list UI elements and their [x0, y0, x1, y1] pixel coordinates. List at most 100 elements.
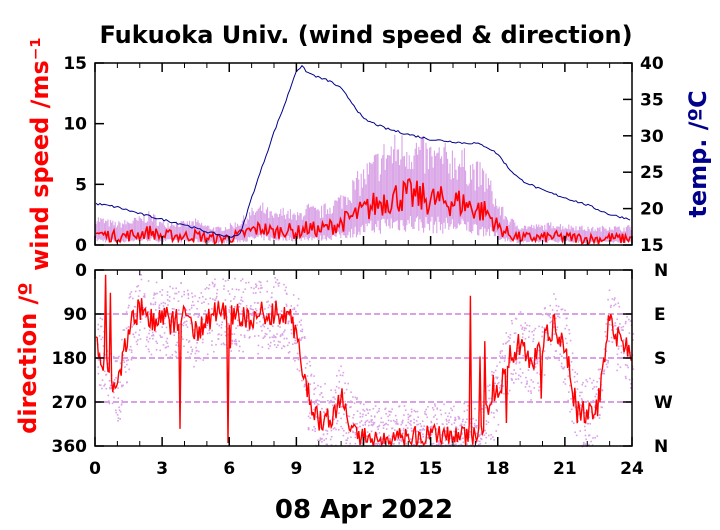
direction-dot — [183, 293, 185, 296]
direction-dot — [273, 340, 275, 342]
direction-dot — [292, 358, 295, 360]
direction-dot — [530, 390, 532, 392]
direction-dot — [148, 350, 150, 353]
direction-dot — [252, 292, 255, 294]
direction-dot — [472, 444, 474, 446]
direction-dot — [241, 300, 244, 303]
direction-dot — [505, 342, 507, 344]
direction-dot — [603, 348, 606, 350]
direction-dot — [603, 370, 605, 373]
direction-dot — [109, 387, 112, 390]
direction-dot — [505, 332, 508, 334]
direction-dot — [625, 320, 627, 323]
direction-dot — [592, 437, 594, 439]
direction-dot — [474, 407, 476, 410]
direction-dot — [595, 393, 598, 395]
direction-dot — [259, 320, 261, 323]
direction-dot — [340, 425, 342, 428]
direction-dot — [296, 368, 299, 371]
direction-dot — [251, 314, 253, 316]
direction-dot — [425, 413, 428, 416]
direction-dot — [296, 304, 299, 307]
direction-dot — [616, 353, 619, 356]
direction-dot — [275, 281, 277, 284]
direction-dot — [342, 371, 345, 374]
direction-dot — [605, 363, 608, 366]
direction-dot — [554, 357, 557, 360]
direction-dot — [307, 427, 310, 429]
direction-dot — [107, 362, 110, 364]
direction-dot — [151, 334, 153, 337]
direction-dot — [272, 325, 274, 328]
direction-dot — [259, 291, 262, 294]
direction-dot — [568, 369, 570, 371]
direction-dot — [453, 405, 455, 408]
direction-dot — [201, 302, 203, 304]
direction-dot — [262, 324, 264, 327]
direction-dot — [601, 406, 604, 409]
direction-dot — [309, 365, 312, 367]
direction-dot — [391, 427, 393, 430]
direction-dot — [531, 331, 533, 333]
direction-dot — [494, 369, 497, 372]
direction-dot — [296, 356, 298, 359]
direction-dot — [223, 343, 225, 346]
direction-dot — [451, 435, 454, 438]
direction-dot — [439, 409, 442, 411]
direction-dot — [617, 363, 619, 366]
direction-dot — [383, 423, 386, 426]
direction-dot — [216, 288, 219, 291]
direction-dot — [533, 329, 535, 332]
direction-dot — [437, 444, 439, 446]
direction-dot — [373, 415, 376, 418]
direction-dot — [345, 421, 348, 424]
direction-dot — [379, 443, 381, 445]
direction-dot — [162, 344, 165, 346]
direction-dot — [313, 388, 316, 391]
direction-dot — [447, 415, 449, 418]
direction-dot — [423, 429, 426, 431]
direction-dot — [148, 332, 150, 335]
direction-dot — [297, 298, 300, 300]
direction-dot — [257, 335, 260, 337]
direction-dot — [321, 441, 323, 443]
direction-dot — [330, 389, 332, 391]
direction-dot — [533, 387, 536, 389]
direction-dot — [601, 389, 604, 392]
direction-dot — [330, 399, 332, 402]
direction-dot — [475, 419, 477, 422]
direction-dot — [463, 402, 465, 405]
direction-dot — [370, 430, 373, 433]
direction-dot — [195, 339, 198, 341]
direction-dot — [317, 403, 320, 406]
direction-dot — [224, 280, 227, 282]
direction-dot — [578, 413, 580, 416]
direction-dot — [396, 421, 398, 423]
direction-dot — [397, 423, 399, 425]
direction-dot — [438, 441, 440, 444]
direction-dot — [536, 362, 539, 365]
direction-dot — [532, 369, 535, 371]
direction-dot — [113, 391, 115, 394]
direction-dot — [410, 411, 413, 413]
direction-dot — [380, 421, 382, 424]
direction-dot — [164, 322, 166, 325]
direction-dot — [538, 386, 541, 388]
direction-dot — [579, 391, 581, 394]
direction-dot — [594, 437, 596, 439]
direction-dot — [122, 329, 125, 331]
direction-dot — [485, 420, 488, 422]
direction-dot — [349, 406, 351, 409]
direction-dot — [498, 355, 501, 357]
direction-dot — [321, 407, 323, 410]
direction-dot — [390, 420, 392, 422]
direction-dot — [381, 444, 384, 446]
direction-dot — [613, 299, 616, 301]
direction-dot — [228, 323, 230, 326]
direction-dot — [336, 375, 338, 377]
direction-dot — [126, 363, 128, 366]
direction-dot — [458, 418, 460, 420]
direction-dot — [569, 339, 572, 342]
direction-dot — [607, 360, 609, 362]
direction-dot — [175, 344, 177, 346]
